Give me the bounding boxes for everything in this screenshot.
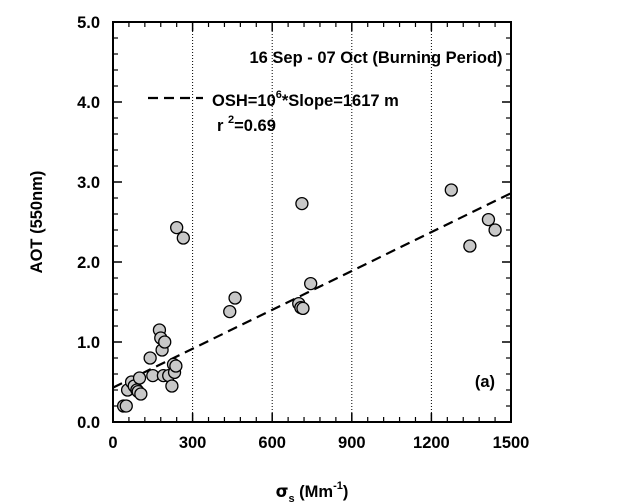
x-axis-label-symbol: σ (276, 482, 289, 501)
x-tick-label-1500: 1500 (493, 434, 530, 452)
y-tick-label-2: 2.0 (77, 254, 100, 272)
y-tick-label-1: 1.0 (77, 334, 100, 352)
data-point-29 (304, 276, 318, 291)
data-point-27 (295, 196, 309, 211)
x-axis-label: σs (Mm-1) (276, 480, 349, 502)
data-point-28 (296, 301, 310, 316)
x-tick-label-300: 300 (179, 434, 207, 452)
data-point-1 (119, 399, 133, 413)
data-point-30 (444, 183, 458, 197)
data-point-7 (132, 371, 147, 385)
panel-label: (a) (475, 373, 495, 391)
x-tick-label-0: 0 (108, 434, 117, 452)
data-point-15 (158, 335, 172, 349)
data-point-17 (165, 379, 179, 393)
data-point-31 (463, 239, 477, 253)
ticks (112, 21, 512, 423)
legend-label-pre: OSH=10 (212, 92, 276, 110)
fit-line (112, 192, 512, 389)
x-axis-label-sub: s (288, 493, 294, 502)
data-points (116, 183, 502, 413)
data-point-33 (488, 223, 502, 237)
x-tick-labels: 0 300 600 900 1200 1500 (108, 434, 529, 452)
x-axis-label-unit-post: ) (343, 483, 349, 501)
x-tick-label-900: 900 (338, 434, 366, 452)
data-point-21 (170, 220, 184, 235)
plot-frame (112, 21, 512, 423)
y-tick-label-5: 5.0 (77, 14, 100, 32)
y-axis-label: AOT (550nm) (28, 171, 46, 274)
y-tick-label-0: 0.0 (77, 414, 100, 432)
data-point-9 (143, 351, 157, 365)
fit-line-group (112, 192, 512, 389)
legend-label-post: *Slope=1617 m (282, 92, 399, 110)
y-tick-label-3: 3.0 (77, 174, 100, 192)
x-axis-label-unit-pre: (Mm (295, 483, 334, 501)
r-squared-sup: 2 (228, 114, 234, 126)
data-point-32 (481, 212, 496, 227)
data-point-20 (169, 359, 183, 373)
x-axis-label-unit-sup: -1 (333, 480, 343, 492)
x-tick-label-1200: 1200 (413, 434, 450, 452)
vertical-gridlines (192, 22, 432, 422)
r-squared-label: r 2=0.69 (217, 114, 276, 135)
legend-label-sup: 6 (276, 89, 282, 101)
data-point-8 (134, 387, 148, 401)
data-point-22 (176, 231, 190, 245)
chart-title: 16 Sep - 07 Oct (Burning Period) (249, 49, 502, 67)
legend-label: OSH=106*Slope=1617 m (212, 89, 399, 110)
data-point-24 (228, 291, 242, 305)
data-point-23 (223, 304, 237, 319)
y-tick-label-4: 4.0 (77, 94, 100, 112)
r-squared-pre: r (217, 117, 228, 135)
x-tick-label-600: 600 (258, 434, 286, 452)
y-tick-labels: 0.0 1.0 2.0 3.0 4.0 5.0 (77, 14, 100, 432)
r-squared-post: =0.69 (234, 117, 276, 135)
